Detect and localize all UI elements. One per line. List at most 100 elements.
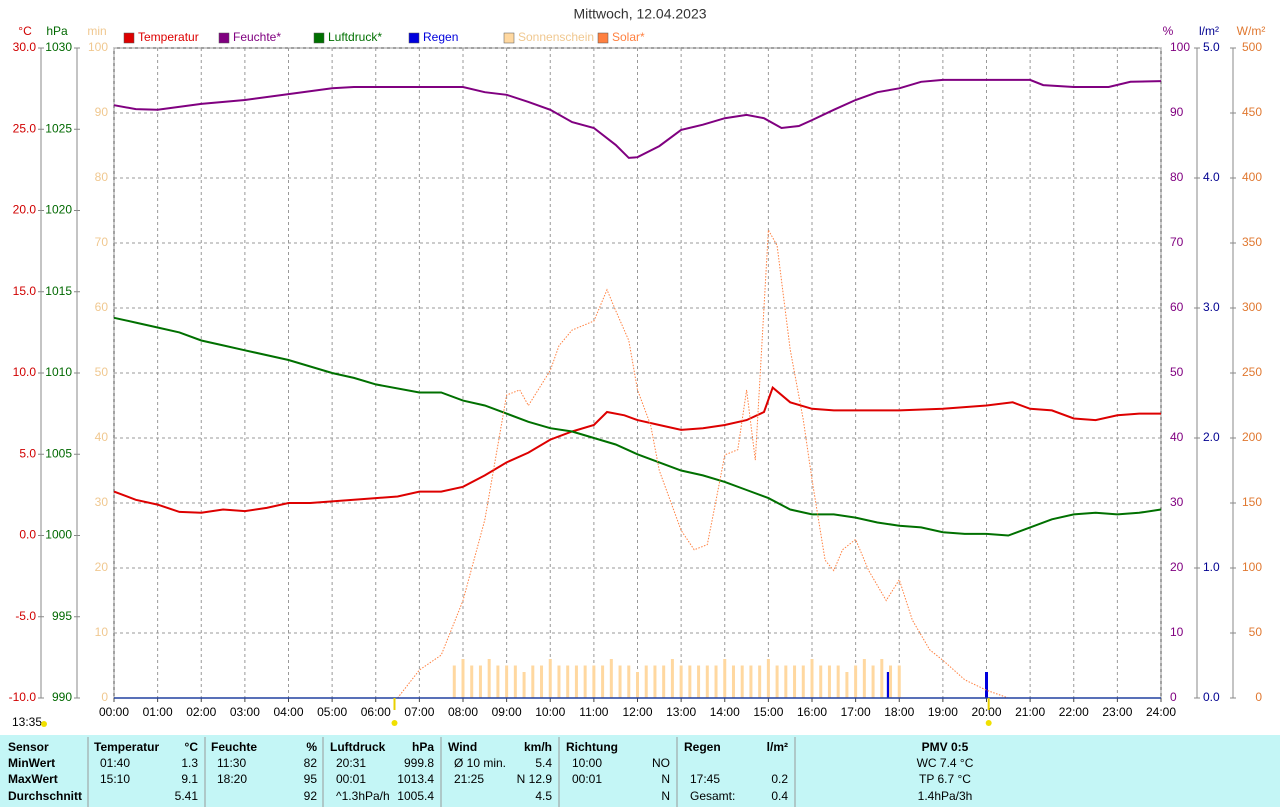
- y-tick-label: 50: [1249, 625, 1263, 639]
- x-tick-label: 05:00: [317, 705, 347, 719]
- bar: [985, 672, 988, 698]
- y-tick-label: 30: [1170, 495, 1184, 509]
- timestamp-dot: [41, 721, 47, 727]
- y-tick-label: 50: [95, 365, 109, 379]
- y-tick-label: 450: [1242, 105, 1262, 119]
- bar: [886, 672, 890, 698]
- column-title: PMV 0:5: [922, 740, 969, 754]
- bar: [487, 659, 491, 698]
- table-cell: N 12.9: [517, 772, 553, 786]
- table-cell: 10:00: [572, 756, 602, 770]
- y-tick-label: 40: [1170, 430, 1184, 444]
- table-cell: 95: [304, 772, 318, 786]
- table-cell: 5.41: [175, 789, 199, 803]
- legend-label: Sonnenschein: [518, 30, 594, 44]
- table-cell: 82: [304, 756, 318, 770]
- x-tick-label: 02:00: [186, 705, 216, 719]
- y-tick-label: 70: [1170, 235, 1184, 249]
- table-cell: Ø 10 min.: [454, 756, 506, 770]
- table-cell: 18:20: [217, 772, 247, 786]
- table-cell: 15:10: [100, 772, 130, 786]
- bar: [670, 659, 674, 698]
- y-tick-label: 5.0: [19, 446, 36, 460]
- legend-swatch: [218, 32, 230, 44]
- y-tick-label: 400: [1242, 170, 1262, 184]
- y-tick-label: 995: [52, 609, 72, 623]
- bar: [854, 665, 858, 698]
- x-tick-label: 00:00: [99, 705, 129, 719]
- bar: [827, 665, 831, 698]
- y-tick-label: 1010: [45, 365, 72, 379]
- bar: [583, 665, 587, 698]
- y-tick-label: 90: [1170, 105, 1184, 119]
- bar: [723, 659, 727, 698]
- y-tick-label: 100: [1170, 40, 1190, 54]
- bar: [889, 665, 893, 698]
- y-tick-label: 200: [1242, 430, 1262, 444]
- table-corner: Sensor: [8, 740, 49, 754]
- series-line: [113, 316, 1162, 537]
- bar: [452, 665, 456, 698]
- stats-table-bg: [0, 735, 1280, 807]
- x-tick-label: 18:00: [884, 705, 914, 719]
- bar: [470, 665, 474, 698]
- x-tick-label: 10:00: [535, 705, 565, 719]
- y-tick-label: 50: [1170, 365, 1184, 379]
- y-tick-label: 0: [1170, 690, 1177, 704]
- column-title: Regen: [684, 740, 721, 754]
- row-label: MinWert: [8, 756, 55, 770]
- bar: [793, 665, 797, 698]
- y-tick-label: 60: [95, 300, 109, 314]
- y-tick-label: 60: [1170, 300, 1184, 314]
- y-tick-label: 1.0: [1203, 560, 1220, 574]
- table-cell: WC 7.4 °C: [917, 756, 974, 770]
- legend-swatch: [123, 32, 135, 44]
- bar: [758, 665, 762, 698]
- table-cell: 92: [304, 789, 318, 803]
- y-tick-label: 1025: [45, 121, 72, 135]
- x-tick-label: 19:00: [928, 705, 958, 719]
- y-tick-label: 20: [1170, 560, 1184, 574]
- bar: [705, 665, 709, 698]
- table-cell: 20:31: [336, 756, 366, 770]
- table-cell: 9.1: [181, 772, 198, 786]
- bar: [636, 672, 639, 698]
- table-cell: 5.4: [535, 756, 552, 770]
- column-unit: hPa: [412, 740, 434, 754]
- x-tick-label: 17:00: [841, 705, 871, 719]
- x-tick-label: 09:00: [492, 705, 522, 719]
- y-tick-label: 1000: [45, 528, 72, 542]
- bar: [766, 659, 770, 698]
- y-tick-label: 90: [95, 105, 109, 119]
- y-tick-label: 150: [1242, 495, 1262, 509]
- y-tick-label: 0.0: [1203, 690, 1220, 704]
- bar: [513, 665, 517, 698]
- y-tick-label: 3.0: [1203, 300, 1220, 314]
- y-tick-label: 25.0: [13, 121, 37, 135]
- axis-unit: W/m²: [1237, 24, 1266, 38]
- bar: [749, 665, 753, 698]
- table-cell: Gesamt:: [690, 789, 735, 803]
- y-tick-label: 0: [1255, 690, 1262, 704]
- bar: [810, 659, 814, 698]
- bar: [609, 659, 613, 698]
- column-title: Richtung: [566, 740, 618, 754]
- x-tick-label: 24:00: [1146, 705, 1176, 719]
- axis-unit: %: [1163, 24, 1174, 38]
- y-tick-label: 40: [95, 430, 109, 444]
- bar: [496, 665, 500, 698]
- table-cell: 11:30: [217, 756, 246, 770]
- bar: [688, 665, 692, 698]
- bar: [548, 659, 552, 698]
- bar: [566, 665, 570, 698]
- bar: [478, 665, 482, 698]
- series-line: [113, 78, 1162, 159]
- column-title: Temperatur: [94, 740, 159, 754]
- row-label: MaxWert: [8, 772, 58, 786]
- x-tick-label: 15:00: [753, 705, 783, 719]
- x-tick-label: 06:00: [361, 705, 391, 719]
- y-tick-label: 30.0: [13, 40, 37, 54]
- y-tick-label: 1030: [45, 40, 72, 54]
- y-tick-label: 20.0: [13, 203, 37, 217]
